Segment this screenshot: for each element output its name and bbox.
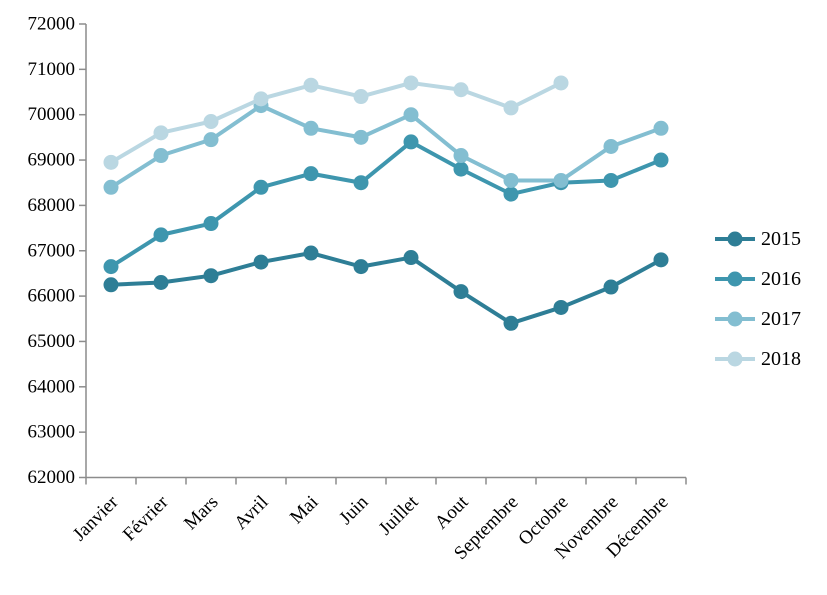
legend-label: 2015	[761, 228, 801, 250]
legend-point	[727, 271, 743, 287]
x-axis-label: Aout	[431, 491, 473, 533]
legend-marker-icon	[715, 311, 755, 327]
legend-item-2018: 2018	[712, 339, 801, 379]
legend-point	[727, 231, 743, 247]
series-2017	[103, 98, 669, 195]
data-point-2015	[553, 299, 569, 315]
series-2015	[103, 245, 669, 331]
data-point-2015	[403, 250, 419, 266]
legend-label: 2016	[761, 268, 801, 290]
y-tick-label: 70000	[28, 104, 76, 125]
data-point-2018	[253, 91, 269, 107]
data-point-2018	[353, 89, 369, 105]
data-point-2017	[353, 129, 369, 145]
data-point-2017	[553, 172, 569, 188]
data-point-2015	[603, 279, 619, 295]
data-point-2016	[203, 216, 219, 232]
y-tick-label: 66000	[28, 286, 76, 307]
y-tick-label: 72000	[28, 14, 76, 35]
y-tick-label: 64000	[28, 376, 76, 397]
data-point-2015	[153, 274, 169, 290]
y-tick-label: 68000	[28, 195, 76, 216]
data-point-2018	[503, 100, 519, 116]
x-axis-label: Mars	[180, 492, 222, 534]
x-axis-label: Juin	[335, 491, 373, 529]
data-point-2016	[653, 152, 669, 168]
data-point-2016	[103, 259, 119, 275]
data-point-2018	[303, 77, 319, 93]
data-point-2015	[253, 254, 269, 270]
y-tick-label: 67000	[28, 240, 76, 261]
y-tick-label: 63000	[28, 422, 76, 443]
data-point-2015	[303, 245, 319, 261]
data-point-2018	[553, 75, 569, 91]
data-point-2015	[203, 268, 219, 284]
legend-item-2016: 2016	[712, 259, 801, 299]
legend-marker-icon	[715, 351, 755, 367]
y-tick-label: 62000	[28, 467, 76, 488]
x-axis-label: Avril	[230, 492, 272, 534]
series-line-2016	[109, 139, 663, 269]
legend-label: 2018	[761, 348, 801, 370]
legend-item-2017: 2017	[712, 299, 801, 339]
series-2018	[103, 75, 569, 170]
x-axis-label: Mai	[286, 492, 322, 528]
data-point-2015	[653, 252, 669, 268]
data-point-2016	[353, 175, 369, 191]
data-point-2016	[153, 227, 169, 243]
x-axis-label: Février	[119, 491, 173, 545]
data-point-2016	[253, 179, 269, 195]
data-point-2017	[503, 172, 519, 188]
data-point-2015	[453, 284, 469, 300]
data-point-2017	[603, 138, 619, 154]
legend-point	[727, 351, 743, 367]
data-point-2017	[203, 132, 219, 148]
data-point-2015	[503, 315, 519, 331]
series-2016	[103, 134, 669, 275]
x-axis-label: Janvier	[69, 491, 123, 545]
y-tick-label: 65000	[28, 331, 76, 352]
legend-label: 2017	[761, 308, 801, 330]
data-point-2016	[603, 172, 619, 188]
legend-marker-icon	[715, 231, 755, 247]
legend-point	[727, 311, 743, 327]
data-point-2016	[503, 186, 519, 202]
y-tick-label: 69000	[28, 150, 76, 171]
data-point-2018	[453, 82, 469, 98]
series-line-2018	[109, 80, 563, 165]
data-point-2016	[403, 134, 419, 150]
legend-item-2015: 2015	[712, 219, 801, 259]
y-tick-label: 71000	[28, 59, 76, 80]
x-axis-label: Juillet	[375, 491, 423, 539]
data-point-2018	[403, 75, 419, 91]
chart-legend: 2015 2016 2017 2018	[712, 219, 801, 379]
data-point-2018	[103, 154, 119, 170]
data-point-2017	[453, 148, 469, 164]
data-point-2017	[303, 120, 319, 136]
data-point-2016	[453, 161, 469, 177]
data-point-2018	[153, 125, 169, 141]
legend-marker-icon	[715, 271, 755, 287]
data-point-2017	[403, 107, 419, 123]
series-line-2017	[109, 103, 663, 190]
data-point-2015	[103, 277, 119, 293]
data-point-2015	[353, 259, 369, 275]
data-point-2017	[653, 120, 669, 136]
series-line-2015	[109, 251, 663, 326]
data-point-2016	[303, 166, 319, 182]
data-point-2018	[203, 114, 219, 130]
data-point-2017	[103, 179, 119, 195]
data-point-2017	[153, 148, 169, 164]
